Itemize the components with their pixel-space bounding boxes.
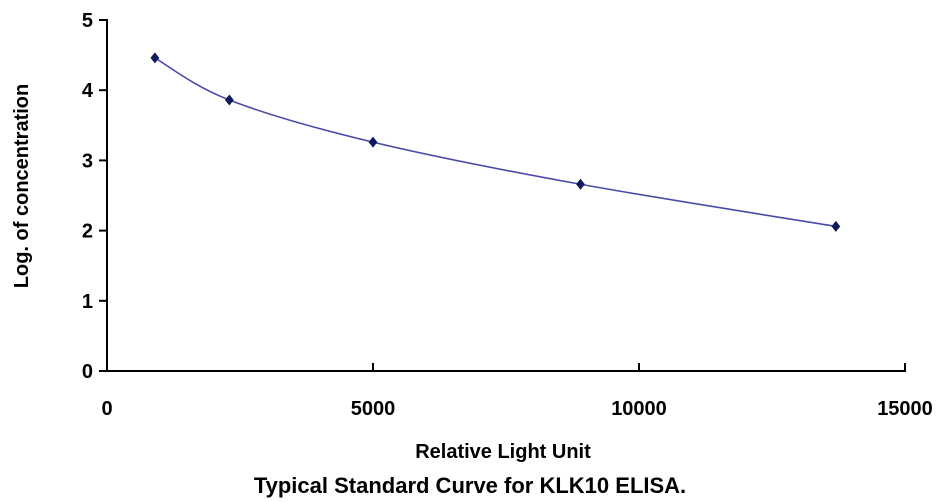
data-point [224, 94, 234, 106]
data-point [368, 136, 378, 148]
x-tick-label: 5000 [351, 398, 396, 420]
x-tick-label: 15000 [877, 398, 933, 420]
chart-title: Typical Standard Curve for KLK10 ELISA. [254, 473, 686, 498]
y-axis-ticks: 0 1 2 3 4 5 [82, 10, 107, 383]
x-tick-label: 0 [101, 398, 112, 420]
y-tick-label: 4 [82, 80, 94, 102]
data-point [831, 220, 841, 232]
y-tick-label: 2 [82, 221, 93, 243]
x-axis-title: Relative Light Unit [415, 441, 591, 463]
axes [106, 19, 906, 372]
fit-curve [154, 57, 836, 228]
data-points [150, 52, 841, 232]
y-tick-label: 1 [82, 291, 93, 313]
y-axis-title: Log. of concentration [11, 84, 33, 288]
x-axis-ticks: 0 5000 10000 15000 [101, 363, 933, 420]
data-point [576, 178, 585, 190]
y-tick-label: 5 [82, 10, 93, 32]
data-point [150, 52, 160, 64]
y-tick-label: 0 [82, 361, 93, 383]
x-tick-label: 10000 [611, 398, 667, 420]
y-tick-label: 3 [82, 150, 93, 172]
